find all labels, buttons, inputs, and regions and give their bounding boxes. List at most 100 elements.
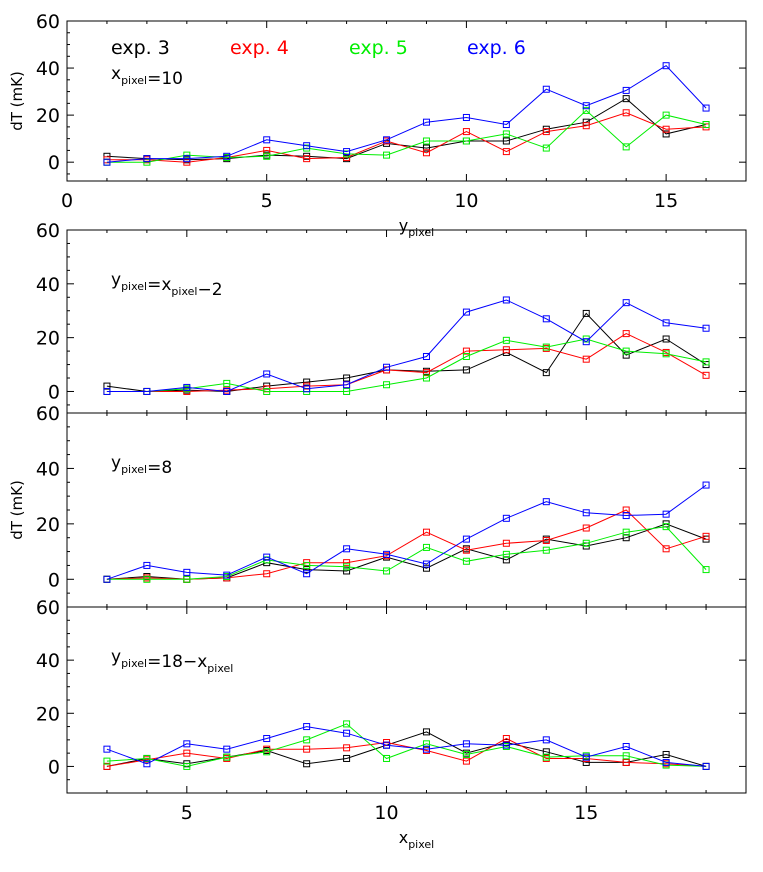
data-point [662, 510, 670, 518]
plot-frame [66, 606, 747, 794]
data-point [303, 378, 311, 386]
x-axis-label-sub: pixel [408, 838, 434, 851]
data-point [303, 155, 311, 163]
data-point [223, 152, 231, 160]
data-point [383, 550, 391, 558]
data-point [542, 343, 550, 351]
data-point [263, 370, 271, 378]
data-point [462, 137, 470, 145]
x-axis-label-sub: pixel [408, 226, 434, 239]
x-tick-label: 10 [454, 190, 478, 212]
data-point [542, 85, 550, 93]
series-line [106, 109, 707, 163]
data-point [662, 111, 670, 119]
x-tick-label: 15 [654, 190, 678, 212]
data-point [422, 564, 430, 572]
data-point [263, 748, 271, 756]
data-point [422, 149, 430, 157]
data-point [103, 745, 111, 753]
data-point [422, 543, 430, 551]
data-point [502, 137, 510, 145]
data-point [303, 736, 311, 744]
annotation-text: =8 [147, 458, 172, 478]
legend-entry: exp. 6 [467, 37, 526, 59]
annotation-variable: x [161, 275, 171, 295]
data-point [422, 528, 430, 536]
data-point [303, 566, 311, 574]
data-point [462, 113, 470, 121]
series-line [106, 97, 707, 161]
data-point [263, 387, 271, 395]
data-point [702, 371, 710, 379]
data-point [582, 122, 590, 130]
annotation-text: =18− [147, 652, 197, 672]
data-point [662, 350, 670, 358]
data-point [343, 563, 351, 571]
x-axis-label: ypixel [399, 216, 435, 239]
y-tick-label: 60 [36, 11, 60, 33]
data-point [343, 744, 351, 752]
data-point [462, 557, 470, 565]
data-point [622, 758, 630, 766]
annotation-variable: y [111, 270, 121, 290]
data-point [183, 383, 191, 391]
data-point [502, 336, 510, 344]
data-point [343, 754, 351, 762]
annotation-variable: x [197, 652, 207, 672]
data-point [143, 387, 151, 395]
data-point [383, 381, 391, 389]
data-point [662, 319, 670, 327]
data-point [622, 512, 630, 520]
series-line [106, 731, 707, 767]
data-point [662, 758, 670, 766]
series-line [106, 65, 707, 163]
data-point [343, 374, 351, 382]
data-point [422, 144, 430, 152]
data-point [502, 346, 510, 354]
series-line [106, 338, 707, 392]
data-point [422, 352, 430, 360]
data-point [662, 62, 670, 70]
data-point [582, 338, 590, 346]
data-point [263, 553, 271, 561]
data-point [303, 385, 311, 393]
annotation-variable: y [111, 453, 121, 473]
data-point [303, 723, 311, 731]
series-line [106, 726, 707, 767]
data-point [103, 382, 111, 390]
data-point [422, 745, 430, 753]
data-point [223, 571, 231, 579]
data-point [422, 374, 430, 382]
data-point [582, 309, 590, 317]
data-point [343, 729, 351, 737]
data-point [223, 745, 231, 753]
data-point [702, 358, 710, 366]
data-point [662, 335, 670, 343]
data-point [383, 151, 391, 159]
y-tick-label: 40 [36, 650, 60, 672]
annotation-variable: x [111, 64, 121, 84]
data-point [622, 528, 630, 536]
annotation-subscript: pixel [121, 657, 147, 670]
data-point [702, 762, 710, 770]
data-point [343, 387, 351, 395]
x-tick-label: 0 [61, 190, 73, 212]
data-point [462, 750, 470, 758]
data-point [582, 753, 590, 761]
data-point [462, 352, 470, 360]
series-line [106, 737, 707, 767]
data-point [303, 745, 311, 753]
annotation-subscript: pixel [121, 463, 147, 476]
data-point [143, 754, 151, 762]
data-point [183, 740, 191, 748]
data-point [622, 743, 630, 750]
data-point [622, 86, 630, 94]
data-point [502, 296, 510, 304]
data-point [462, 347, 470, 355]
y-tick-label: 40 [36, 458, 60, 480]
y-tick-label: 0 [48, 152, 60, 174]
data-point [263, 136, 271, 144]
data-point [702, 532, 710, 540]
data-point [343, 545, 351, 553]
